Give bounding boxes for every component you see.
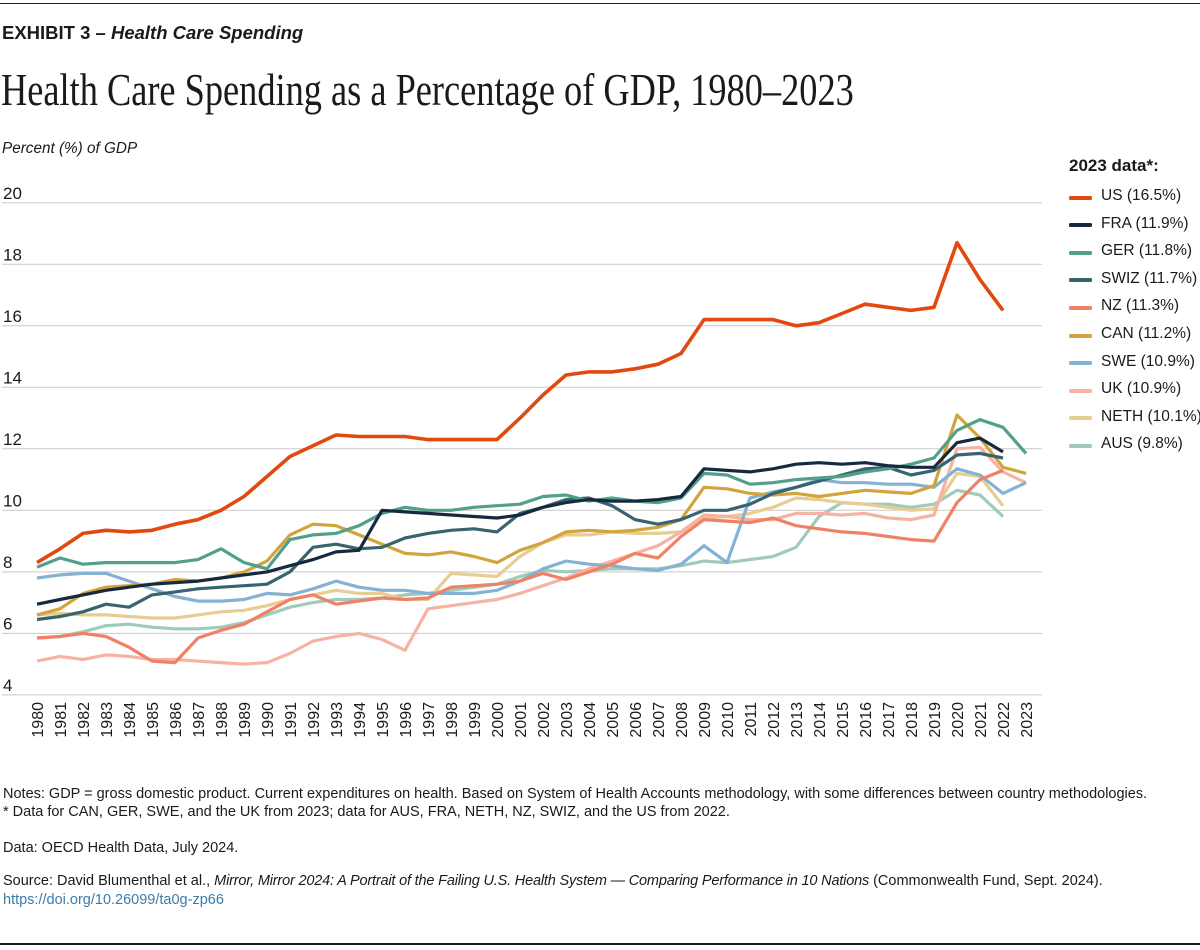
svg-text:1993: 1993 (329, 702, 346, 738)
svg-text:1999: 1999 (467, 702, 484, 738)
svg-text:1981: 1981 (53, 702, 70, 738)
svg-text:18: 18 (3, 246, 22, 265)
svg-text:1980: 1980 (30, 702, 47, 738)
svg-text:1988: 1988 (214, 702, 231, 738)
svg-text:10: 10 (3, 492, 22, 511)
svg-text:2000: 2000 (490, 702, 507, 738)
svg-text:1983: 1983 (99, 702, 116, 738)
svg-text:2003: 2003 (559, 702, 576, 738)
svg-text:20: 20 (3, 184, 22, 203)
svg-text:1996: 1996 (398, 702, 415, 738)
svg-text:1987: 1987 (191, 702, 208, 738)
svg-text:2014: 2014 (812, 702, 829, 738)
svg-text:2005: 2005 (605, 702, 622, 738)
svg-text:8: 8 (3, 553, 12, 572)
svg-text:2018: 2018 (904, 702, 921, 738)
svg-text:1998: 1998 (444, 702, 461, 738)
svg-text:2013: 2013 (789, 702, 806, 738)
svg-text:1991: 1991 (283, 702, 300, 738)
svg-text:2017: 2017 (881, 702, 898, 738)
svg-text:1994: 1994 (352, 702, 369, 738)
svg-text:2011: 2011 (743, 702, 760, 737)
svg-text:1982: 1982 (76, 702, 93, 738)
svg-text:2016: 2016 (858, 702, 875, 738)
svg-text:1989: 1989 (237, 702, 254, 738)
svg-text:14: 14 (3, 369, 22, 388)
svg-text:1992: 1992 (306, 702, 323, 738)
svg-text:1985: 1985 (145, 702, 162, 738)
svg-text:2015: 2015 (835, 702, 852, 738)
svg-text:16: 16 (3, 307, 22, 326)
svg-text:2004: 2004 (582, 702, 599, 738)
svg-text:1997: 1997 (421, 702, 438, 738)
svg-text:1990: 1990 (260, 702, 277, 738)
svg-text:2006: 2006 (628, 702, 645, 738)
svg-text:12: 12 (3, 430, 22, 449)
svg-text:2001: 2001 (513, 702, 530, 738)
svg-text:2020: 2020 (950, 702, 967, 738)
svg-text:2023: 2023 (1019, 702, 1036, 738)
svg-text:2010: 2010 (720, 702, 737, 738)
svg-text:2008: 2008 (674, 702, 691, 738)
svg-text:1986: 1986 (168, 702, 185, 738)
svg-text:2007: 2007 (651, 702, 668, 738)
svg-text:2021: 2021 (973, 702, 990, 738)
svg-text:1984: 1984 (122, 702, 139, 738)
svg-text:6: 6 (3, 615, 12, 634)
svg-text:2022: 2022 (996, 702, 1013, 738)
svg-text:2012: 2012 (766, 702, 783, 738)
svg-text:4: 4 (3, 676, 12, 695)
svg-text:2002: 2002 (536, 702, 553, 738)
svg-text:2019: 2019 (927, 702, 944, 738)
svg-text:2009: 2009 (697, 702, 714, 738)
svg-text:1995: 1995 (375, 702, 392, 738)
